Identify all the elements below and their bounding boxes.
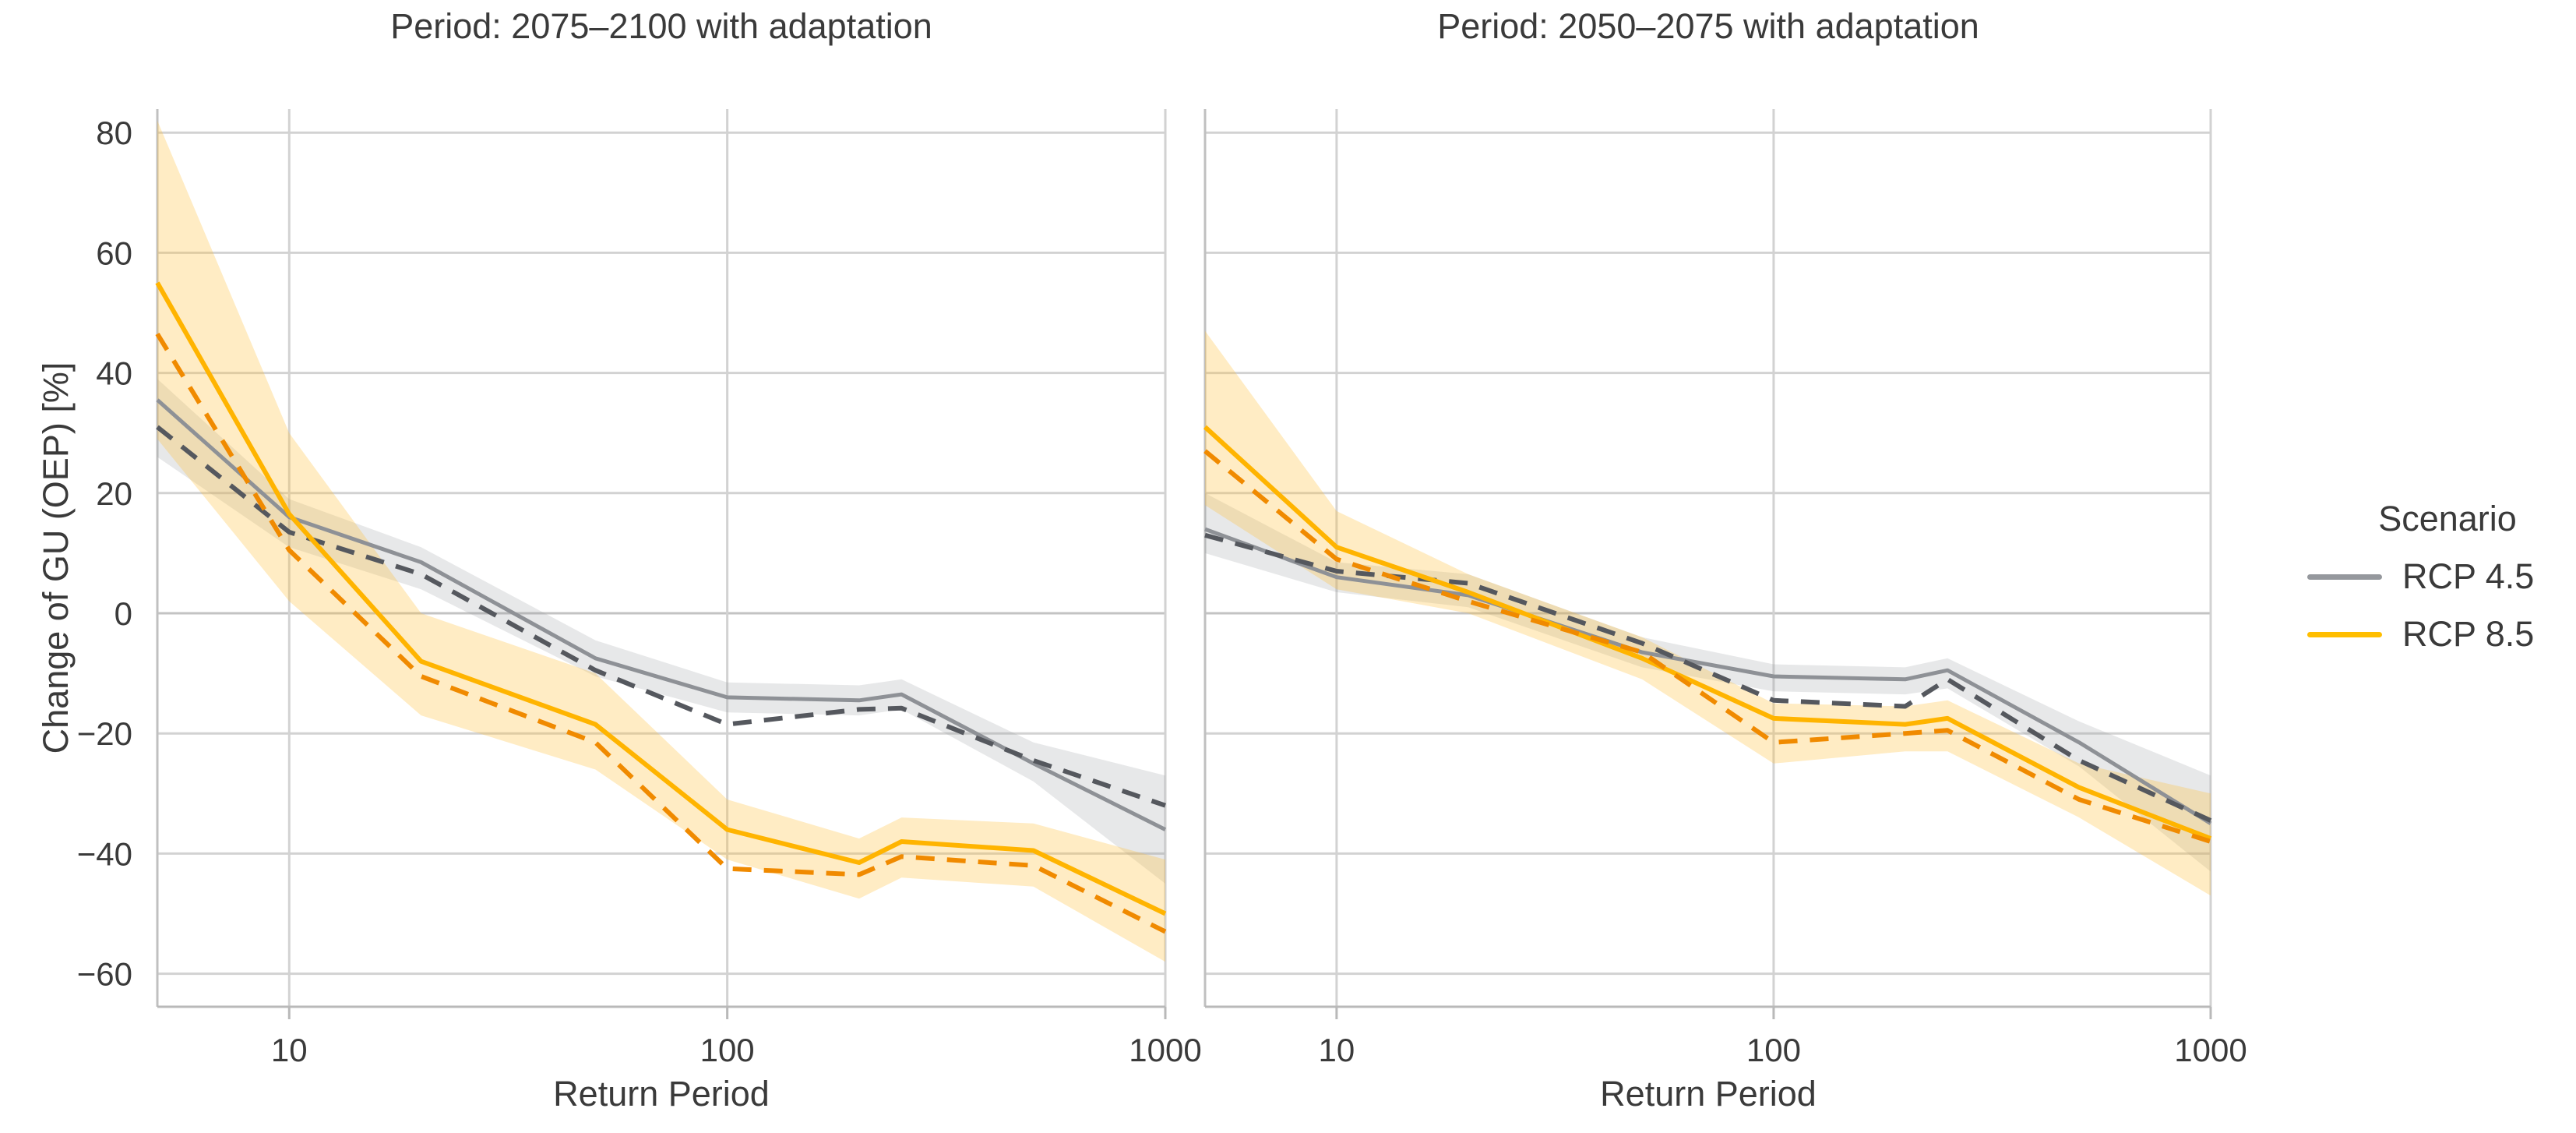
y-tick-label: 60 <box>96 235 132 271</box>
legend: Scenario RCP 4.5 RCP 8.5 <box>2307 499 2576 655</box>
y-tick-label: 20 <box>96 475 132 512</box>
rcp85-solid-line <box>155 281 1167 916</box>
legend-item-rcp85: RCP 8.5 <box>2307 614 2576 655</box>
y-tick-label: −40 <box>77 835 132 872</box>
rcp85-line-swatch <box>2307 631 2382 637</box>
legend-item-rcp45: RCP 4.5 <box>2307 556 2576 597</box>
panel-title-right: Period: 2050–2075 with adaptation <box>1437 6 1979 46</box>
x-tick-label: 100 <box>700 1032 755 1068</box>
rcp85-solid-line <box>1203 425 2212 841</box>
x-axis-label-right: Return Period <box>1600 1074 1817 1114</box>
rcp45-dashed-line <box>1204 532 2212 823</box>
x-tick-label: 10 <box>271 1032 308 1068</box>
y-tick-label: −20 <box>77 715 132 752</box>
rcp45-solid-line <box>156 398 1167 831</box>
y-tick-label: 0 <box>115 595 132 632</box>
x-axis-label-left: Return Period <box>553 1074 770 1114</box>
rcp85-confidence-band <box>1205 330 2211 896</box>
y-tick-label: −60 <box>77 956 132 993</box>
rcp45-line-swatch <box>2307 574 2382 580</box>
y-axis-label: Change of GU (OEP) [%] <box>36 362 76 754</box>
legend-label-rcp85: RCP 8.5 <box>2402 614 2535 654</box>
rcp85-confidence-band <box>157 120 1165 962</box>
x-tick-label: 1000 <box>2174 1032 2247 1068</box>
rcp45-dashed-line <box>156 425 1166 808</box>
rcp85-dashed-line <box>155 332 1167 934</box>
legend-label-rcp45: RCP 4.5 <box>2402 556 2535 596</box>
rcp45-solid-line <box>1204 527 2212 825</box>
legend-title: Scenario <box>2378 499 2517 538</box>
y-tick-label: 80 <box>96 115 132 151</box>
x-tick-label: 100 <box>1746 1032 1801 1068</box>
x-tick-label: 10 <box>1319 1032 1355 1068</box>
y-tick-label: 40 <box>96 355 132 392</box>
x-tick-label: 1000 <box>1129 1032 1201 1068</box>
panel-title-left: Period: 2075–2100 with adaptation <box>390 6 932 46</box>
